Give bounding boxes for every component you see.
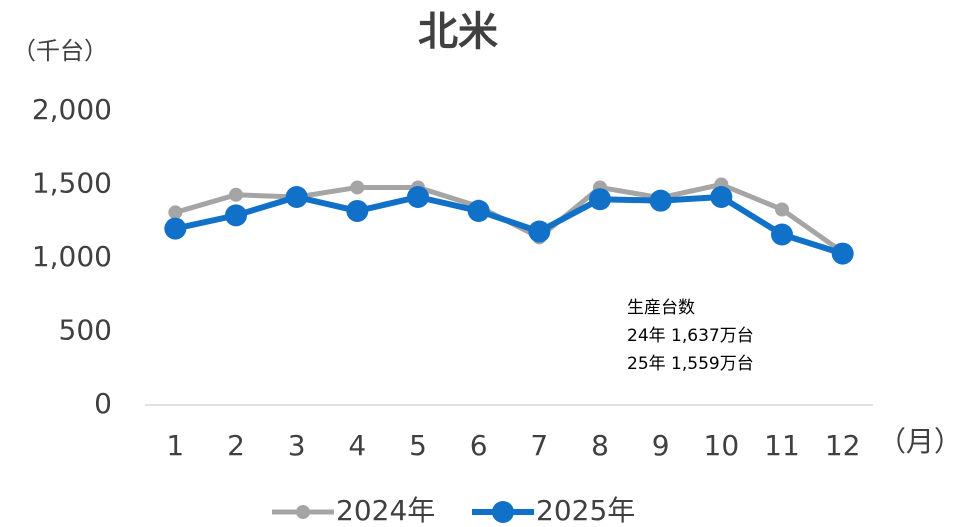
point bbox=[225, 204, 247, 227]
x-tick-label: 8 bbox=[591, 429, 609, 462]
point bbox=[346, 199, 369, 222]
x-tick-label: 9 bbox=[652, 429, 670, 462]
x-tick-label: 2 bbox=[227, 429, 245, 462]
x-tick-label: 11 bbox=[764, 429, 800, 462]
legend-marker bbox=[492, 501, 514, 523]
point bbox=[831, 242, 854, 265]
x-tick-label: 1 bbox=[166, 429, 184, 462]
x-tick-label: 10 bbox=[704, 429, 740, 462]
x-axis-label: （月） bbox=[878, 425, 962, 458]
x-tick-label: 7 bbox=[530, 429, 548, 462]
point bbox=[350, 180, 365, 195]
y-tick-label: 500 bbox=[59, 314, 112, 347]
point bbox=[229, 187, 243, 202]
legend-label: 2024年 bbox=[336, 494, 435, 527]
point bbox=[164, 217, 187, 240]
point bbox=[467, 199, 490, 222]
point bbox=[528, 220, 551, 243]
x-tick-label: 4 bbox=[348, 429, 366, 462]
point bbox=[649, 189, 672, 212]
point bbox=[771, 223, 793, 246]
point bbox=[775, 202, 789, 217]
x-tick-label: 5 bbox=[409, 429, 427, 462]
y-tick-label: 1,000 bbox=[32, 240, 112, 273]
x-tick-label: 6 bbox=[470, 429, 488, 462]
y-axis-label: （千台） bbox=[12, 37, 108, 65]
point bbox=[710, 185, 733, 208]
y-tick-label: 2,000 bbox=[32, 93, 112, 126]
point bbox=[407, 185, 429, 208]
x-tick-label: 12 bbox=[825, 429, 861, 462]
chart-title: 北米 bbox=[418, 9, 498, 55]
point bbox=[589, 188, 611, 211]
series-line bbox=[174, 193, 844, 257]
x-tick-label: 3 bbox=[288, 429, 306, 462]
point bbox=[168, 205, 183, 220]
legend-marker bbox=[296, 505, 310, 519]
annotation: 生産台数 bbox=[627, 298, 695, 318]
annotation: 25年 1,559万台 bbox=[627, 354, 754, 374]
legend-label: 2025年 bbox=[536, 494, 635, 527]
y-tick-label: 0 bbox=[94, 387, 112, 420]
annotation: 24年 1,637万台 bbox=[627, 326, 754, 346]
point bbox=[285, 185, 308, 208]
y-tick-label: 1,500 bbox=[32, 167, 112, 200]
